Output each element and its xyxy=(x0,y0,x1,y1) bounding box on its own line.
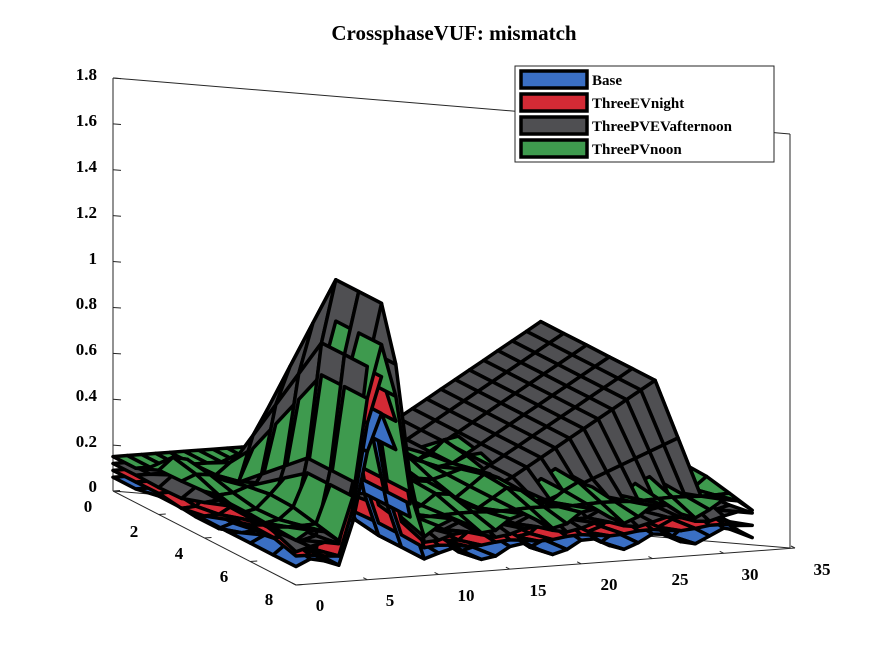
y-tick-mark xyxy=(250,560,258,562)
legend-swatch xyxy=(519,69,589,90)
y-tick-label: 8 xyxy=(265,590,274,609)
z-tick-label: 0 xyxy=(89,477,98,496)
chart-title: CrossphaseVUF: mismatch xyxy=(331,21,577,45)
x-axis-line xyxy=(295,547,796,586)
z-tick-mark xyxy=(112,444,122,447)
x-tick-label: 10 xyxy=(458,586,475,605)
y-tick-mark xyxy=(158,513,166,515)
legend-label: ThreePVEVafternoon xyxy=(592,119,733,135)
z-tick-label: 1.6 xyxy=(76,111,97,130)
x-tick-label: 35 xyxy=(814,560,831,579)
x-tick-mark xyxy=(505,566,511,570)
legend-label: ThreePVnoon xyxy=(592,142,682,158)
z-tick-label: 0.4 xyxy=(76,386,98,405)
y-tick-label: 0 xyxy=(84,497,93,516)
legend-item-threepvnoon: ThreePVnoon xyxy=(519,138,682,159)
y-tick-mark xyxy=(204,537,212,539)
z-tick-label: 1.8 xyxy=(76,65,97,84)
legend-swatch xyxy=(519,115,589,136)
legend-swatch xyxy=(519,138,589,159)
x-tick-mark xyxy=(434,571,439,575)
z-tick-mark xyxy=(112,77,122,80)
x-tick-label: 30 xyxy=(742,565,759,584)
x-tick-mark xyxy=(648,556,653,560)
legend-swatch xyxy=(519,92,589,113)
x-tick-labels: 0 5 10 15 20 25 30 35 xyxy=(316,560,831,615)
y-tick-mark xyxy=(112,490,121,492)
legend-item-base: Base xyxy=(519,69,622,90)
y-tick-label: 6 xyxy=(220,567,229,586)
z-tick-mark xyxy=(112,261,122,263)
x-tick-label: 25 xyxy=(672,570,689,589)
y-tick-label: 2 xyxy=(130,522,139,541)
z-tick-mark xyxy=(112,352,122,355)
surfaces xyxy=(111,278,754,569)
x-tick-label: 0 xyxy=(316,596,325,615)
z-tick-mark xyxy=(112,169,122,171)
legend-item-threepvevafternoon: ThreePVEVafternoon xyxy=(519,115,733,136)
z-tick-mark xyxy=(112,306,122,309)
legend: Base ThreeEVnight ThreePVEVafternoon Thr… xyxy=(514,65,775,163)
surface-patch-threepvnoon xyxy=(271,525,313,543)
legend-label: ThreeEVnight xyxy=(592,96,684,112)
z-tick-label: 1.2 xyxy=(76,203,97,222)
x-tick-mark xyxy=(719,550,724,554)
z-tick-label: 1 xyxy=(89,249,98,268)
z-tick-mark xyxy=(112,398,122,401)
x-tick-label: 20 xyxy=(601,575,618,594)
y-tick-label: 4 xyxy=(175,544,184,563)
x-tick-mark xyxy=(790,545,796,549)
x-tick-label: 5 xyxy=(386,591,395,610)
z-tick-label: 1.4 xyxy=(76,157,98,176)
z-tick-mark xyxy=(112,123,122,125)
z-tick-mark xyxy=(112,215,122,217)
x-tick-mark xyxy=(291,582,297,586)
y-tick-labels: 0 2 4 6 8 xyxy=(84,497,274,609)
z-tick-label: 0.8 xyxy=(76,294,97,313)
x-tick-label: 15 xyxy=(530,581,547,600)
tick-marks xyxy=(112,77,796,586)
z-tick-label: 0.6 xyxy=(76,340,97,359)
y-tick-mark xyxy=(295,584,304,586)
legend-item-threeevnight: ThreeEVnight xyxy=(519,92,684,113)
legend-label: Base xyxy=(592,73,622,89)
x-tick-mark xyxy=(576,561,582,565)
z-tick-label: 0.2 xyxy=(76,432,97,451)
x-tick-mark xyxy=(363,577,368,581)
z-tick-labels: 0 0.2 0.4 0.6 0.8 1 1.2 1.4 1.6 1.8 xyxy=(76,65,98,496)
